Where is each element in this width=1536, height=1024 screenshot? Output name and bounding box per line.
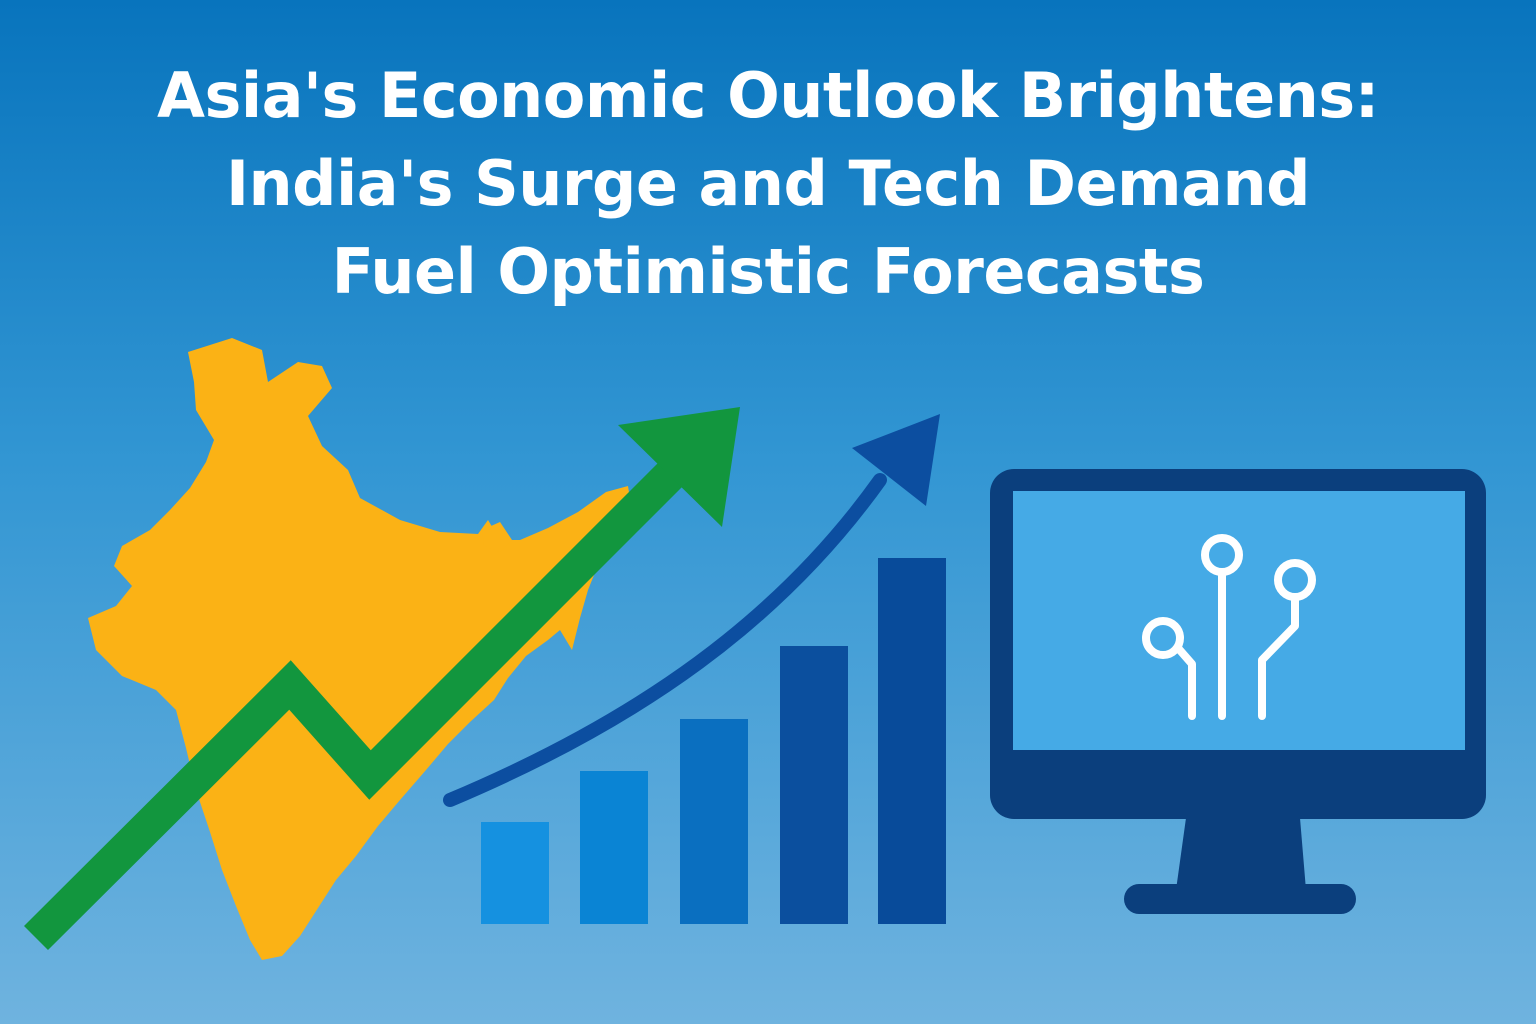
bar-1 — [481, 822, 549, 924]
bar-4 — [780, 646, 848, 924]
bar-5 — [878, 558, 946, 924]
bar-3 — [680, 719, 748, 924]
headline-line-1: Asia's Economic Outlook Brightens: — [157, 59, 1379, 132]
bar-2 — [580, 771, 648, 924]
circuit-monitor-icon — [990, 469, 1486, 914]
headline-line-2: India's Surge and Tech Demand — [225, 147, 1311, 220]
bar-chart — [481, 558, 946, 924]
circuit-icon — [1142, 534, 1316, 720]
green-zigzag-arrow-icon — [24, 407, 740, 951]
india-map-icon — [88, 338, 632, 960]
headline: Asia's Economic Outlook Brightens: India… — [0, 52, 1536, 316]
headline-line-3: Fuel Optimistic Forecasts — [331, 235, 1205, 308]
blue-curved-arrow-icon — [443, 414, 940, 807]
